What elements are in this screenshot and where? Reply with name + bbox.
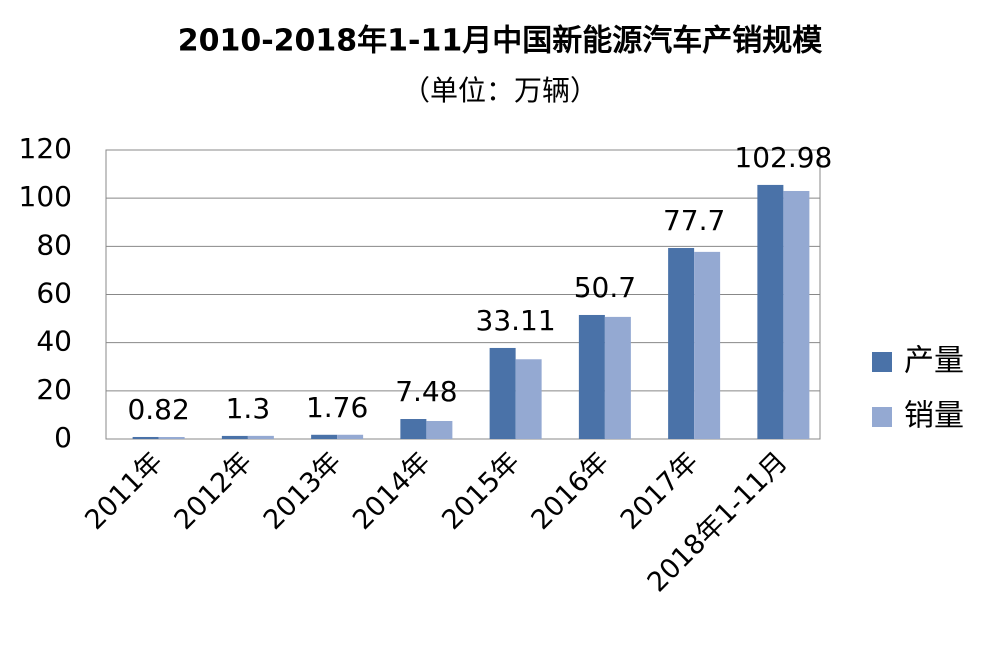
bar <box>247 435 274 439</box>
x-tick-label: 2016年 <box>526 446 616 536</box>
legend-label: 销量 <box>904 399 964 434</box>
chart-subtitle: （单位：万辆） <box>402 74 598 107</box>
data-label: 102.98 <box>734 141 832 174</box>
bar <box>311 434 338 439</box>
y-tick-label: 80 <box>36 228 72 261</box>
legend-swatch <box>872 352 892 372</box>
data-label: 50.7 <box>574 271 636 304</box>
y-tick-label: 120 <box>19 132 72 165</box>
bar <box>426 420 453 439</box>
data-label: 7.48 <box>395 375 457 408</box>
bar <box>604 316 631 439</box>
x-tick-label: 2013年 <box>258 446 348 536</box>
data-label: 77.7 <box>663 204 725 237</box>
x-tick-label: 2014年 <box>347 446 437 536</box>
data-label: 1.3 <box>226 392 271 425</box>
bar <box>783 190 810 439</box>
bar <box>489 347 516 439</box>
bar <box>400 419 427 439</box>
x-tick-label: 2011年 <box>79 446 169 536</box>
bar <box>668 248 695 439</box>
bar <box>221 435 248 439</box>
x-tick-label: 2017年 <box>615 446 705 536</box>
legend-label: 产量 <box>904 344 964 379</box>
x-tick-label: 2012年 <box>169 446 259 536</box>
bar <box>578 314 605 439</box>
x-tick-label: 2015年 <box>436 446 526 536</box>
bar <box>694 251 721 439</box>
bar <box>158 437 185 439</box>
bar <box>515 359 542 439</box>
y-tick-label: 60 <box>36 277 72 310</box>
y-tick-label: 20 <box>36 373 72 406</box>
data-label: 1.76 <box>306 391 368 424</box>
data-label: 0.82 <box>127 393 189 426</box>
bar <box>132 436 159 439</box>
y-tick-label: 100 <box>19 180 72 213</box>
legend-swatch <box>872 407 892 427</box>
data-label: 33.11 <box>476 304 556 337</box>
y-tick-label: 0 <box>54 421 72 454</box>
bar <box>757 184 784 439</box>
chart-title: 2010-2018年1-11月中国新能源汽车产销规模 <box>178 24 823 59</box>
bar <box>337 434 364 439</box>
y-tick-label: 40 <box>36 325 72 358</box>
